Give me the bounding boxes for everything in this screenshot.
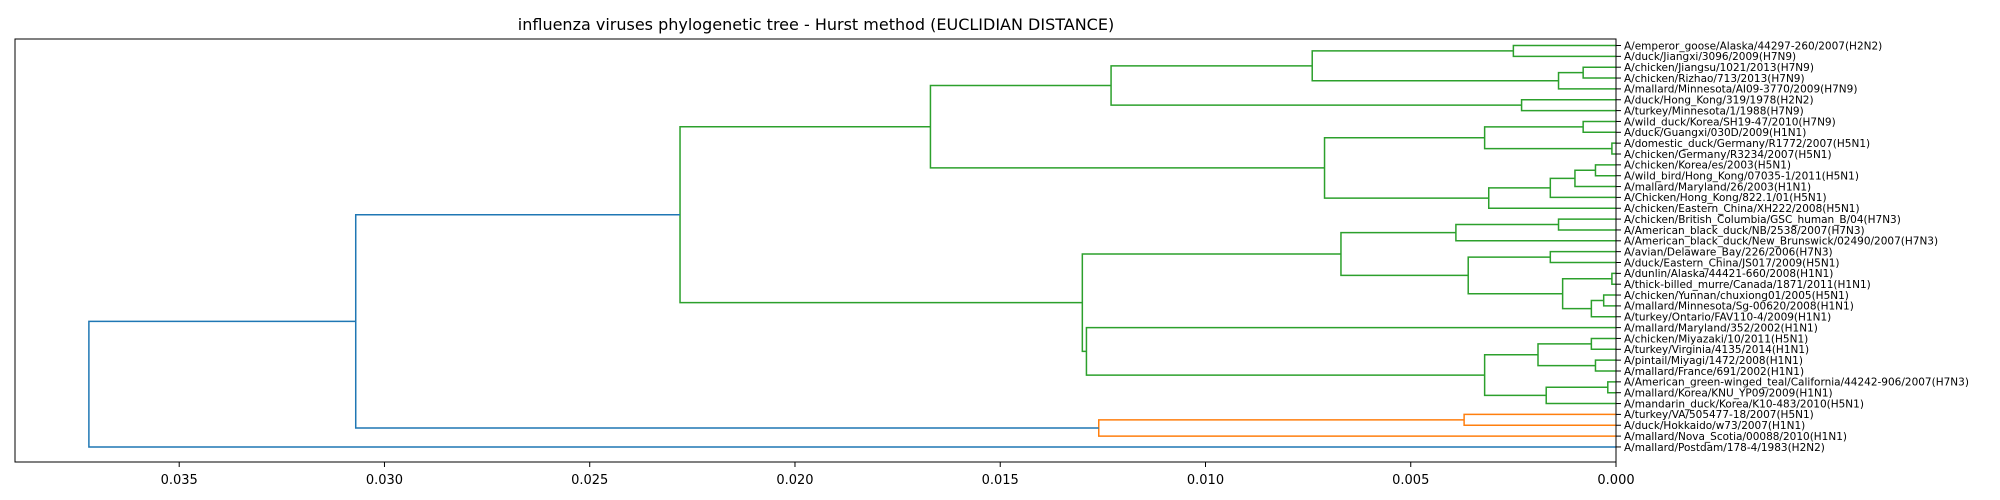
dendrogram-link	[354, 213, 1099, 429]
dendrogram-link	[1081, 253, 1341, 353]
leaf-label: A/duck/Eastern_China/JS017/2009(H5N1)	[1624, 257, 1839, 269]
dendrogram-links	[88, 44, 1616, 448]
x-tick-label: 0.005	[1392, 473, 1429, 488]
x-tick-label: 0.000	[1597, 473, 1634, 488]
leaf-label: A/turkey/Virginia/4135/2014(H1N1)	[1624, 344, 1809, 356]
dendrogram-link	[1549, 250, 1616, 264]
leaf-label: A/chicken/Miyazaki/10/2011(H5N1)	[1624, 333, 1808, 345]
leaf-label: A/turkey/VA/505477-18/2007(H5N1)	[1624, 409, 1814, 421]
dendrogram-link	[1098, 419, 1616, 437]
leaf-label: A/chicken/Yunnan/chuxiong01/2005(H5N1)	[1624, 290, 1849, 302]
dendrogram-link	[679, 125, 1083, 304]
leaf-label: A/mallard/Korea/KNU_YP09/2009(H1N1)	[1624, 388, 1833, 400]
leaf-label: A/mallard/Maryland/352/2002(H1N1)	[1624, 322, 1818, 334]
dendrogram-link	[1110, 65, 1522, 106]
x-axis: 0.035 0.030 0.025 0.020 0.015 0.010 0.005 0.000	[161, 462, 1635, 488]
dendrogram-link	[1311, 50, 1559, 82]
x-tick-label: 0.015	[982, 473, 1019, 488]
dendrogram-link	[1545, 386, 1616, 405]
leaf-label: A/mallard/France/691/2002(H1N1)	[1624, 366, 1804, 378]
leaf-label: A/American_green-winged_teal/California/…	[1624, 377, 1969, 389]
leaf-label: A/duck/Hong_Kong/319/1978(H2N2)	[1624, 95, 1814, 107]
leaf-label: A/duck/Hokkaido/w73/2007(H1N1)	[1624, 420, 1805, 432]
leaf-label: A/American_black_duck/NB/2538/2007(H7N3)	[1624, 225, 1865, 237]
dendrogram-link	[1483, 126, 1612, 150]
dendrogram-link	[1611, 142, 1616, 155]
dendrogram-link	[1594, 359, 1616, 372]
dendrogram-link	[1582, 120, 1616, 134]
leaf-label: A/chicken/Germany/R3234/2007(H5N1)	[1624, 149, 1832, 161]
leaf-label: A/chicken/Rizhao/713/2013(H7N9)	[1624, 73, 1805, 85]
leaf-label: A/chicken/Jiangsu/1021/2013(H7N9)	[1624, 62, 1814, 74]
leaf-label: A/chicken/Korea/es/2003(H5N1)	[1624, 160, 1791, 172]
leaf-label: A/American_black_duck/New_Brunswick/0249…	[1624, 236, 1938, 248]
leaf-label: A/dunlin/Alaska/44421-660/2008(H1N1)	[1624, 268, 1833, 280]
leaf-label: A/turkey/Minnesota/1/1988(H7N9)	[1624, 105, 1804, 117]
leaf-label: A/mallard/Postdam/178-4/1983(H2N2)	[1624, 442, 1825, 454]
dendrogram-link	[1561, 278, 1612, 310]
dendrogram-link	[929, 84, 1325, 169]
dendrogram-link	[1549, 177, 1616, 199]
leaf-label: A/mallard/Minnesota/Sg-00620/2008(H1N1)	[1624, 301, 1854, 313]
dendrogram-link	[1455, 223, 1616, 242]
leaf-label: A/mandarin_duck/Korea/K10-483/2010(H5N1)	[1624, 398, 1864, 410]
dendrogram-link	[88, 320, 1616, 448]
dendrogram-link	[1323, 136, 1489, 199]
leaf-label: A/Chicken/Hong_Kong/822.1/01(H5N1)	[1624, 192, 1827, 204]
leaf-label: A/mallard/Maryland/26/2003(H1N1)	[1624, 181, 1811, 193]
dendrogram-link	[1590, 337, 1616, 351]
dendrogram-link	[1590, 299, 1616, 318]
dendrogram-link	[1607, 381, 1616, 394]
dendrogram-link	[1483, 353, 1547, 397]
dendrogram-link	[1602, 294, 1616, 307]
leaf-label: A/duck/Guangxi/030D/2009(H1N1)	[1624, 127, 1806, 139]
x-tick-label: 0.010	[1187, 473, 1224, 488]
leaf-label: A/duck/Jiangxi/3096/2009(H7N9)	[1624, 51, 1796, 63]
dendrogram-link	[1512, 44, 1616, 58]
dendrogram-link	[1574, 169, 1616, 188]
dendrogram-link	[1557, 218, 1616, 231]
leaf-label: A/emperor_goose/Alaska/44297-260/2007(H2…	[1624, 40, 1882, 52]
chart-title: influenza viruses phylogenetic tree - Hu…	[518, 15, 1114, 34]
leaf-label: A/domestic_duck/Germany/R1772/2007(H5N1)	[1624, 138, 1870, 150]
leaf-label: A/chicken/British_Columbia/GSC_human_B/0…	[1624, 214, 1901, 226]
leaf-label: A/thick-billed_murre/Canada/1871/2011(H1…	[1624, 279, 1871, 291]
dendrogram-link	[1594, 164, 1616, 177]
leaf-label: A/avian/Delaware_Bay/226/2006(H7N3)	[1624, 246, 1833, 258]
x-tick-label: 0.030	[366, 473, 403, 488]
leaf-labels: A/emperor_goose/Alaska/44297-260/2007(H2…	[1616, 40, 1969, 454]
dendrogram-link	[1340, 231, 1469, 277]
leaf-label: A/pintail/Miyagi/1472/2008(H1N1)	[1624, 355, 1803, 367]
x-tick-label: 0.035	[161, 473, 198, 488]
leaf-label: A/turkey/Ontario/FAV110-4/2009(H1N1)	[1624, 312, 1831, 324]
dendrogram-link	[1582, 66, 1616, 79]
x-tick-label: 0.020	[776, 473, 813, 488]
dendrogram-link	[1467, 256, 1563, 295]
dendrogram-link	[1557, 71, 1616, 90]
plot-frame	[14, 38, 1617, 463]
dendrogram-link	[1537, 343, 1596, 367]
leaf-label: A/mallard/Minnesota/AI09-3770/2009(H7N9)	[1624, 84, 1857, 96]
dendrogram-link	[1085, 326, 1616, 376]
leaf-label: A/wild_bird/Hong_Kong/07035-1/2011(H5N1)	[1624, 171, 1859, 183]
leaf-label: A/mallard/Nova_Scotia/00088/2010(H1N1)	[1624, 431, 1847, 443]
dendrogram-link	[1520, 99, 1616, 112]
dendrogram-link	[1611, 272, 1616, 285]
dendrogram-link	[1463, 413, 1616, 426]
leaf-label: A/wild_duck/Korea/SH19-47/2010(H7N9)	[1624, 116, 1836, 128]
x-tick-label: 0.025	[571, 473, 608, 488]
leaf-label: A/chicken/Eastern_China/XH222/2008(H5N1)	[1624, 203, 1860, 215]
